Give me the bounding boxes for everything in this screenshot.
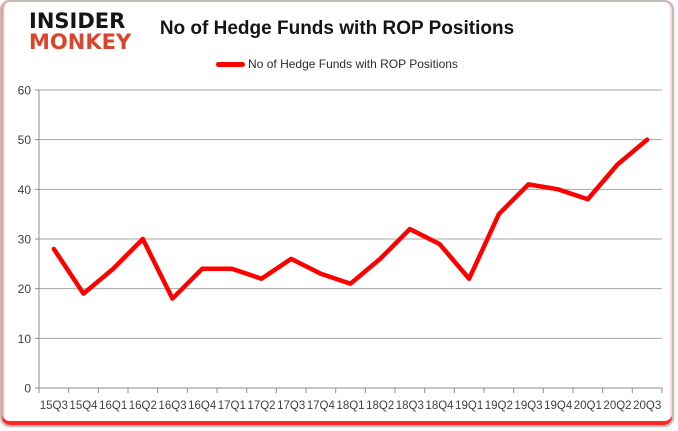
x-axis-tick-label: 18Q2 — [366, 400, 394, 412]
y-axis-tick-label: 50 — [18, 133, 32, 147]
x-axis-tick-label: 19Q4 — [544, 400, 573, 412]
chart-legend: No of Hedge Funds with ROP Positions — [2, 57, 672, 71]
x-axis-tick-label: 16Q4 — [188, 400, 217, 412]
y-axis-tick-label: 10 — [18, 332, 32, 346]
legend-line-swatch-icon — [216, 61, 246, 67]
x-axis-tick-label: 20Q2 — [603, 400, 631, 412]
x-axis-tick-label: 19Q3 — [514, 400, 542, 412]
y-axis-tick-label: 20 — [18, 282, 32, 296]
x-axis-tick-label: 17Q2 — [247, 400, 275, 412]
legend-label: No of Hedge Funds with ROP Positions — [248, 57, 458, 71]
x-axis-tick-label: 18Q3 — [396, 400, 424, 412]
chart-plot-area: 0 10 20 30 40 50 60 15Q3 15Q4 16Q1 16Q2 16Q3 16Q4 17Q… — [2, 2, 672, 425]
x-axis-tick-label: 17Q3 — [277, 400, 305, 412]
x-axis-tick-label: 15Q4 — [69, 400, 98, 412]
logo-line-insider: INSIDER — [29, 9, 126, 33]
x-axis-tick-label: 16Q3 — [158, 400, 186, 412]
x-axis-tick-label: 20Q3 — [633, 400, 661, 412]
y-axis-tick-label: 0 — [24, 382, 31, 396]
x-axis-tick-label: 16Q1 — [99, 400, 127, 412]
x-axis-tick-label: 20Q1 — [574, 400, 602, 412]
logo-line-monkey: MONKEY — [29, 29, 132, 54]
y-axis-tick-label: 30 — [18, 233, 32, 247]
data-series-line — [51, 137, 650, 301]
x-axis-tick-label: 19Q1 — [455, 400, 483, 412]
insider-monkey-logo: INSIDER MONKEY — [29, 11, 131, 52]
y-axis-tick-label: 60 — [18, 84, 32, 98]
y-axis-tick-label: 40 — [18, 183, 32, 197]
x-axis-tick-label: 18Q1 — [336, 400, 364, 412]
chart-title: No of Hedge Funds with ROP Positions — [159, 18, 515, 39]
x-axis-tick-label: 16Q2 — [129, 400, 157, 412]
x-axis-tick-label: 15Q3 — [40, 400, 68, 412]
x-axis-tick-label: 18Q4 — [425, 400, 454, 412]
x-axis-tick-label: 17Q1 — [218, 400, 246, 412]
x-axis-tick-label: 19Q2 — [485, 400, 513, 412]
x-axis-tick-label: 17Q4 — [307, 400, 336, 412]
